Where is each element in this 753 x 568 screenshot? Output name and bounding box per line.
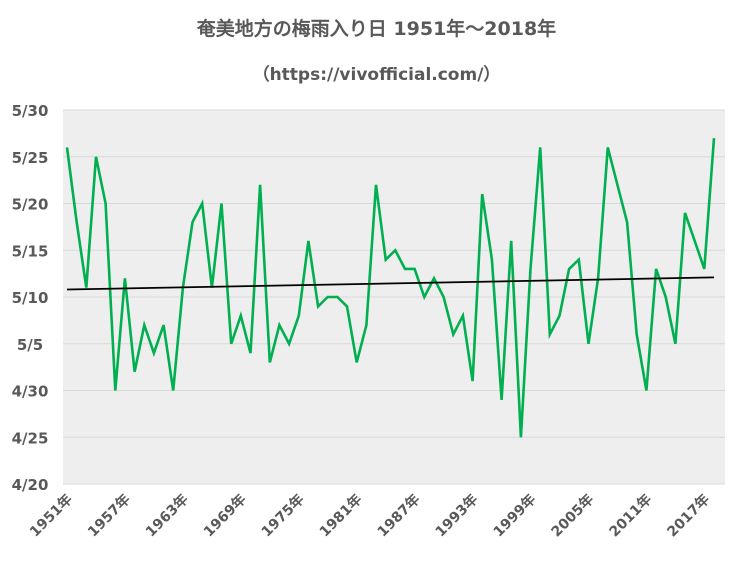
x-tick-label: 2011年 [606, 491, 655, 540]
trend-line [66, 276, 715, 291]
x-tick-label: 2005年 [548, 491, 597, 540]
x-tick-label: 1975年 [258, 491, 307, 540]
y-tick-label: 5/20 [12, 196, 49, 214]
x-tick-label: 1981年 [316, 491, 365, 540]
x-tick-label: 1999年 [490, 491, 539, 540]
y-tick-label: 5/10 [12, 289, 49, 307]
y-tick-label: 5/15 [12, 242, 49, 260]
chart-title: 奄美地方の梅雨入り日 1951年～2018年 [196, 18, 557, 40]
y-tick-label: 4/25 [12, 429, 49, 447]
series-line-rainy-season-start [65, 138, 716, 438]
x-tick-label: 1987年 [374, 491, 423, 540]
x-tick-label: 1993年 [432, 491, 481, 540]
y-tick-label: 5/25 [12, 149, 49, 167]
x-tick-label: 1963年 [142, 491, 191, 540]
y-tick-label: 4/20 [12, 476, 49, 494]
y-tick-label: 5/30 [12, 102, 49, 120]
x-tick-label: 1969年 [200, 491, 249, 540]
x-tick-label: 2017年 [664, 491, 713, 540]
y-tick-label: 5/5 [17, 336, 43, 354]
x-tick-label: 1951年 [26, 491, 75, 540]
y-tick-label: 4/30 [12, 383, 49, 401]
chart-subtitle: （https://vivofficial.com/） [252, 65, 501, 85]
x-tick-label: 1957年 [84, 491, 133, 540]
